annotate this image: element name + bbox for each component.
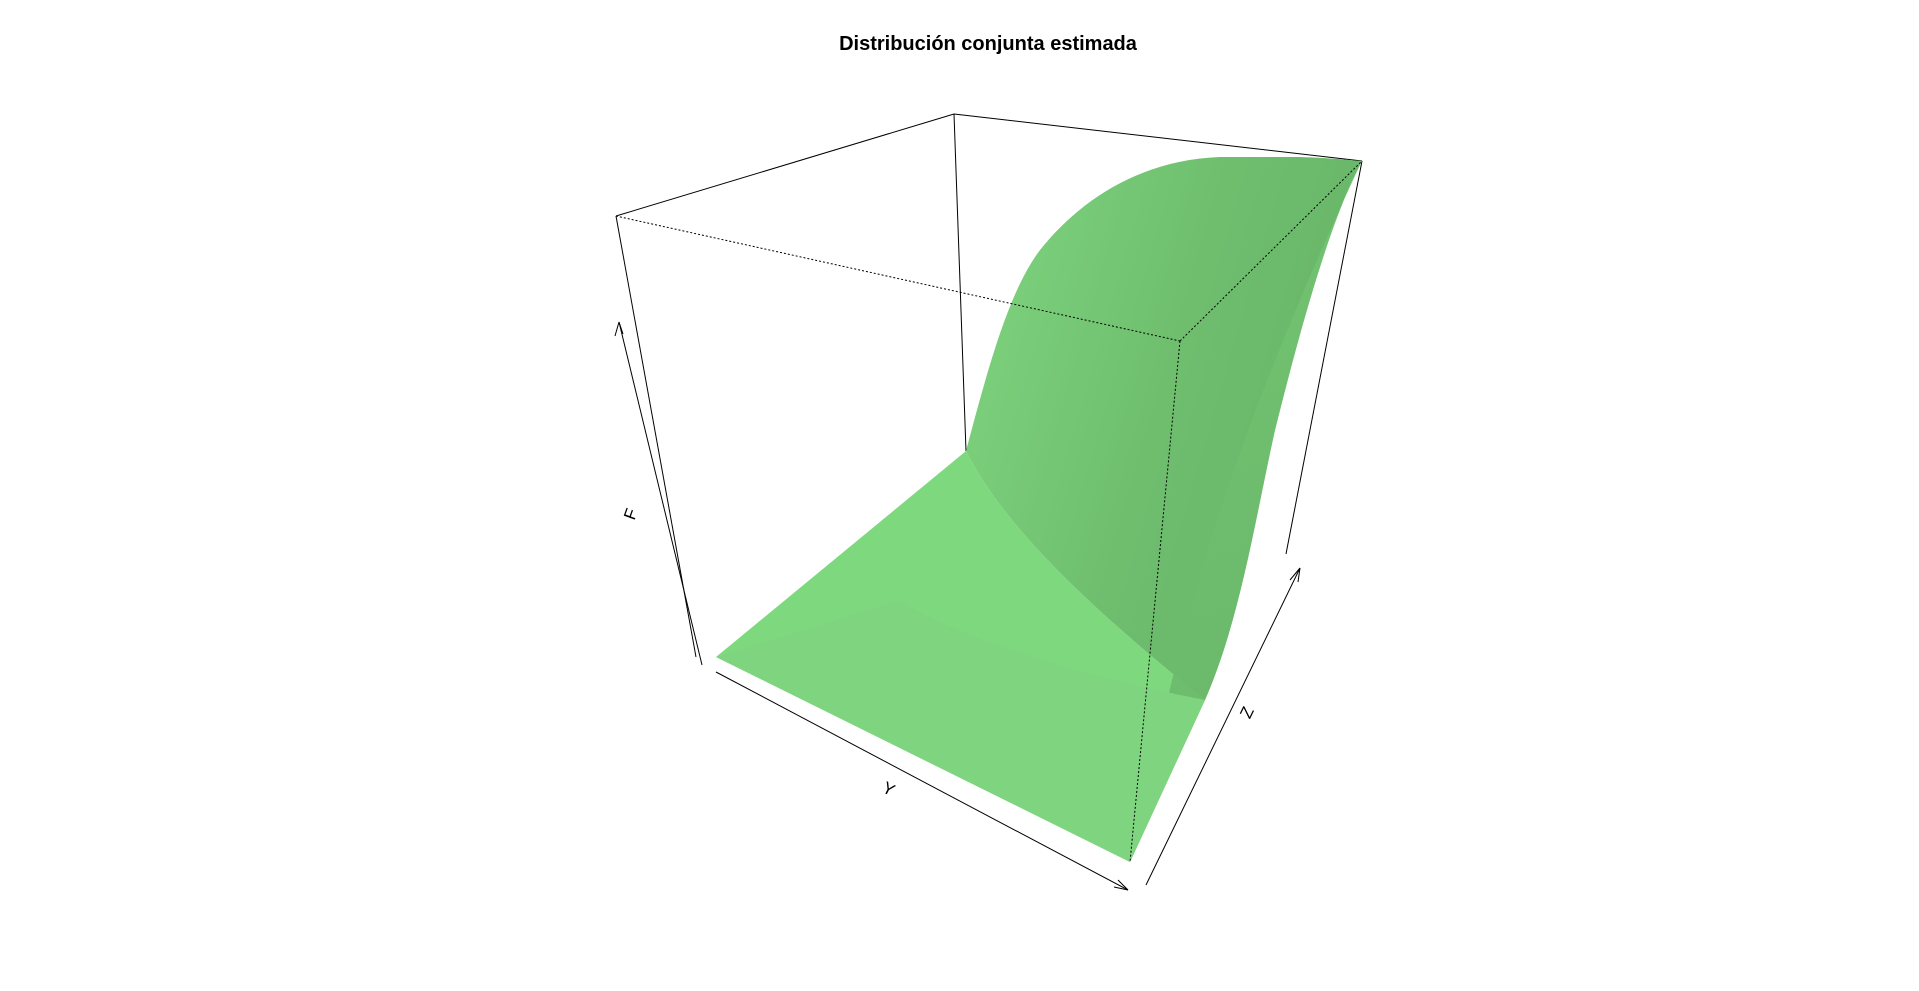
axis-y: [715, 671, 1129, 891]
surface-front-floor: [716, 600, 1205, 862]
axis-f: [614, 321, 703, 666]
surface: [716, 157, 1362, 862]
axis-label-y: Y: [879, 778, 898, 800]
box-front-edges: [615, 160, 1363, 863]
axis-label-z: Z: [1236, 704, 1258, 722]
chart-title: Distribución conjunta estimada: [839, 33, 1138, 55]
axis-label-f: F: [620, 506, 641, 522]
axis-z: [1145, 567, 1301, 886]
surface-rising: [966, 157, 1362, 700]
surface-side: [1130, 161, 1362, 862]
